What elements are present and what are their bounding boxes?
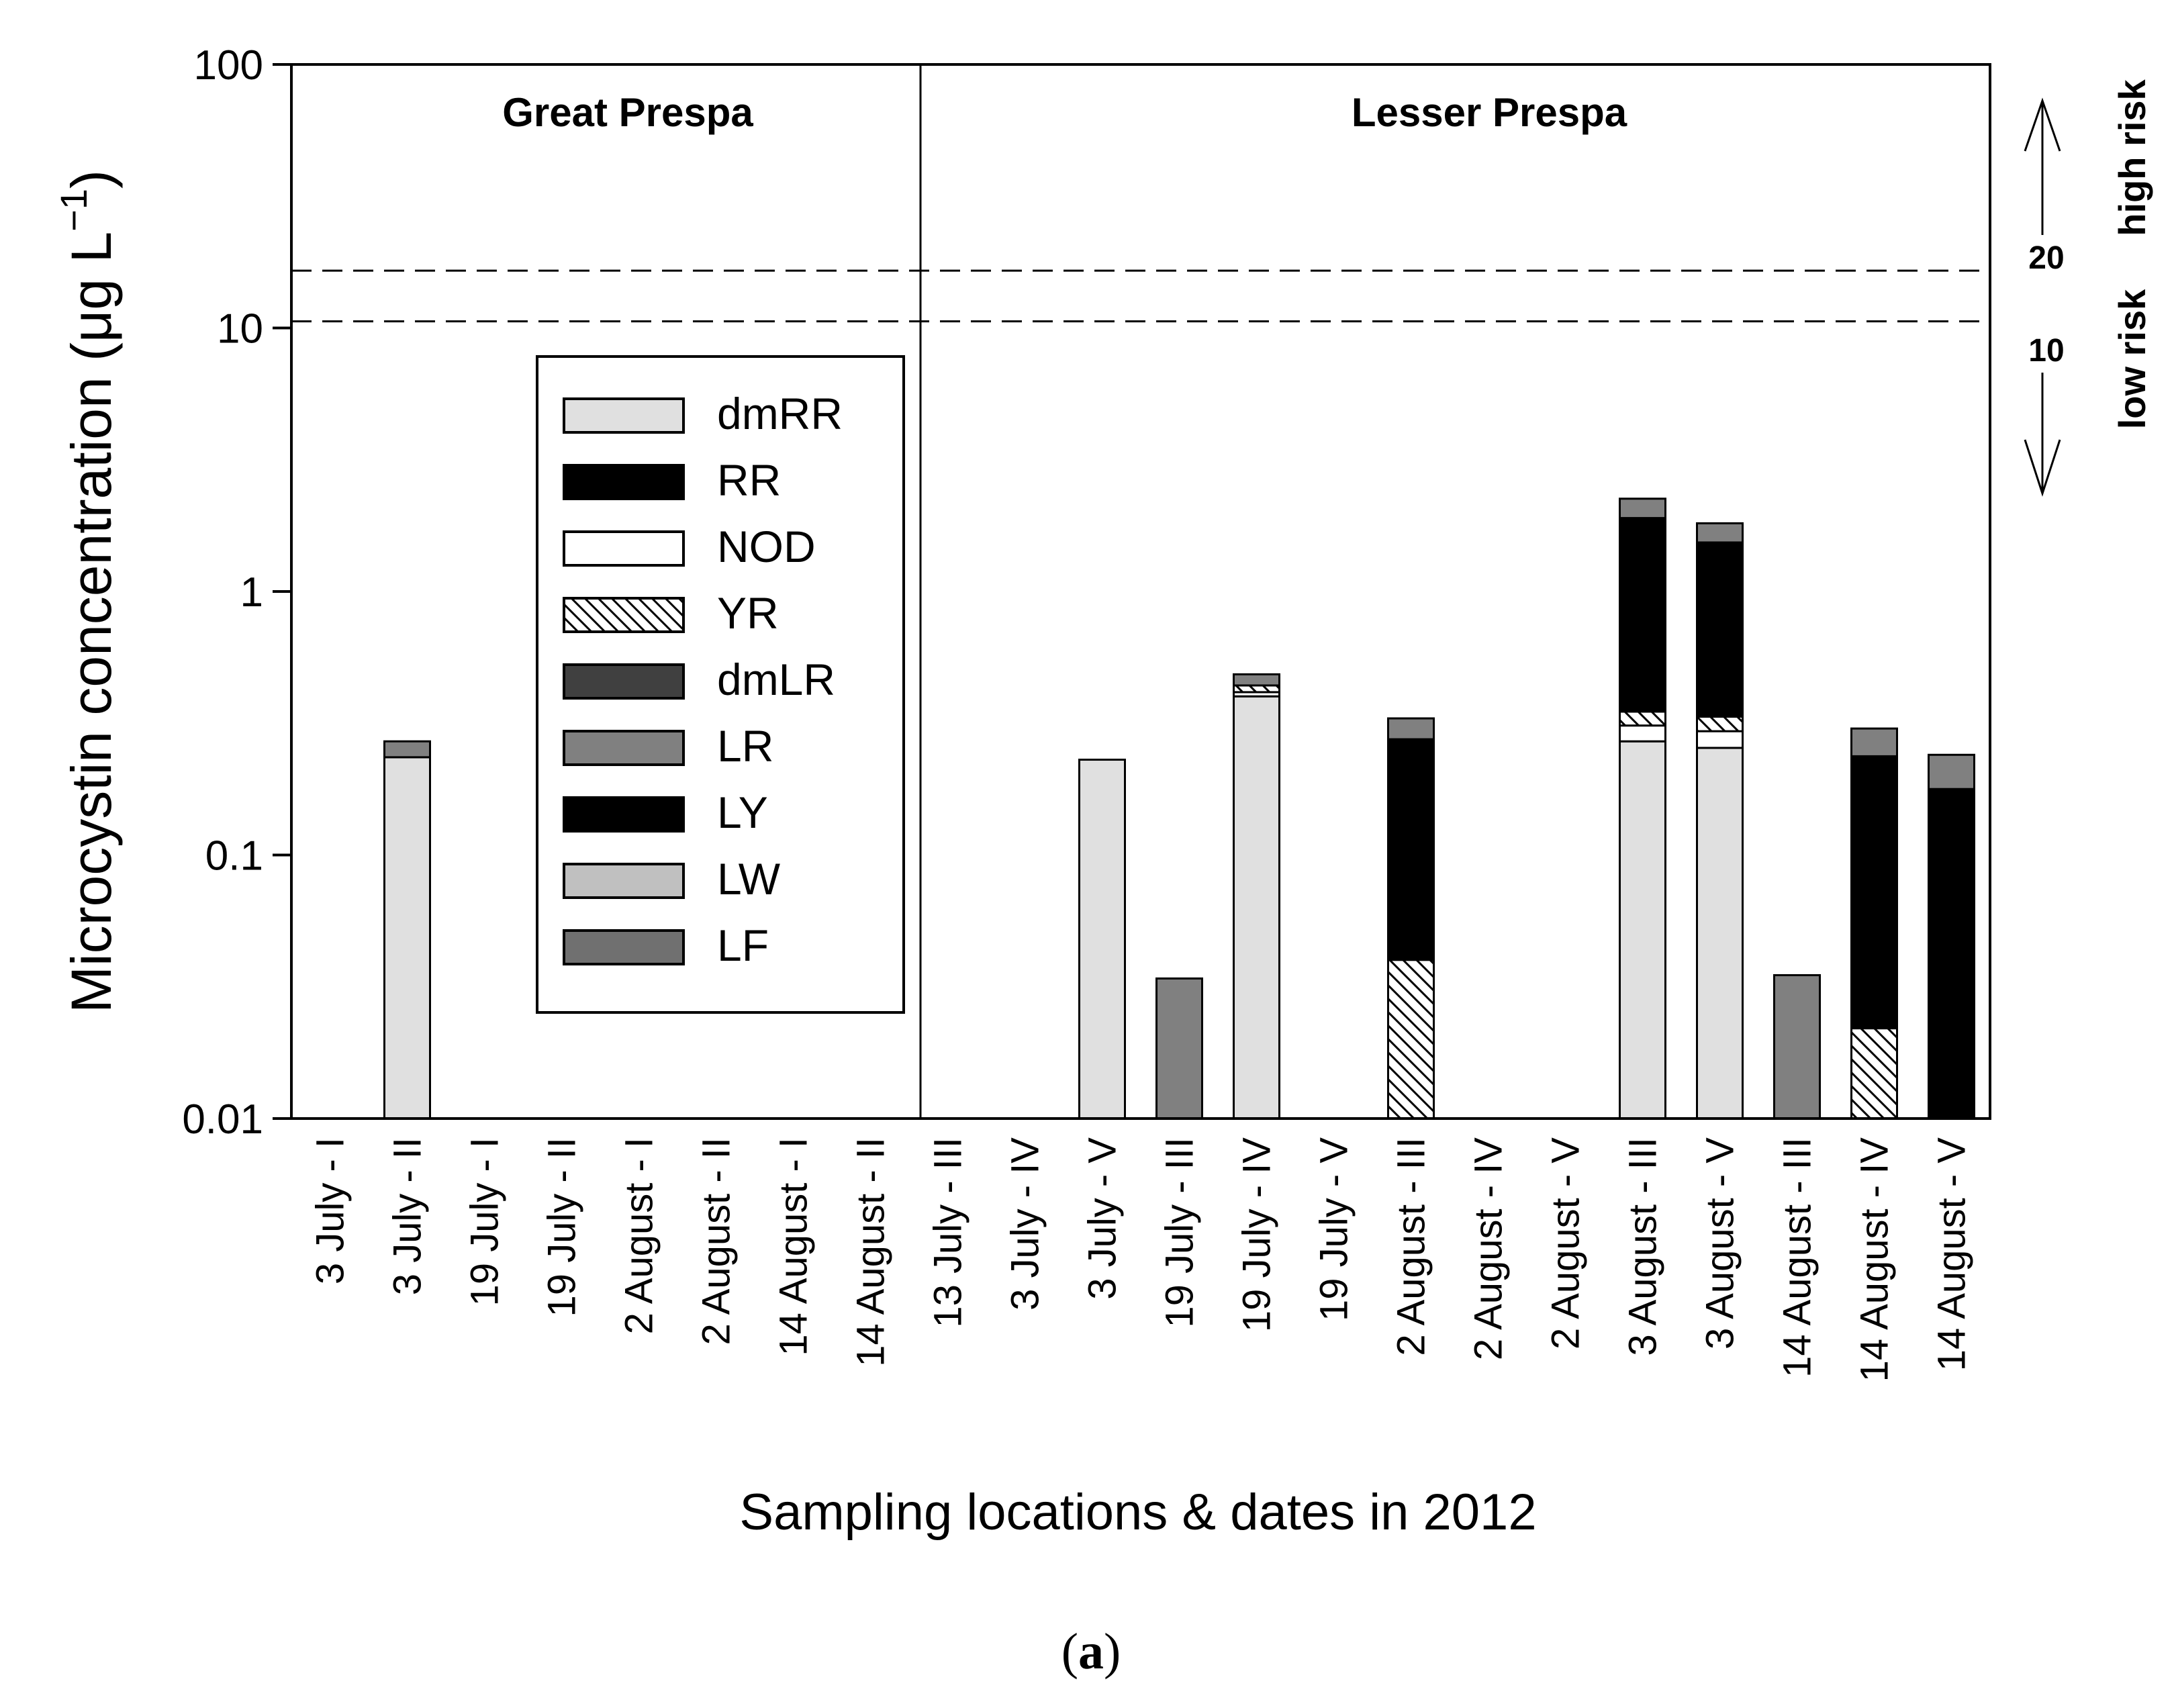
x-tick-label: 19 July - III [1158, 1137, 1202, 1328]
bar-segment-LR [383, 740, 431, 759]
legend-label-RR: RR [717, 455, 781, 505]
x-tick-label: 2 August - III [1390, 1137, 1433, 1356]
x-tick-label: 14 August - II [849, 1137, 893, 1367]
legend-label-LR: LR [717, 721, 773, 771]
x-tick-label: 2 August - II [695, 1137, 739, 1345]
y-axis-title-close: ) [60, 170, 123, 189]
bars-group [383, 497, 1975, 1120]
bar-segment-dmRR [383, 756, 431, 1120]
x-axis: 3 July - I 3 July - II 19 July - I 19 July … [309, 1137, 1974, 1382]
high-risk-arrow-icon [2024, 97, 2061, 152]
legend-swatch-YR [563, 597, 685, 633]
legend-label-dmLR: dmLR [717, 655, 835, 704]
bar-segment-dmRR [1078, 759, 1126, 1120]
bar-segment-LR [1387, 717, 1435, 741]
panel-label-close: ) [1104, 1623, 1121, 1680]
low-risk-arrow-icon [2024, 439, 2061, 497]
y-tick-label: 1 [240, 569, 263, 616]
bar-segment-LY [1850, 755, 1898, 1030]
high-risk-label: high risk [2111, 79, 2153, 236]
bar-segment-dmRR [1233, 695, 1280, 1120]
x-axis-title: Sampling locations & dates in 2012 [739, 1484, 1536, 1541]
legend: dmRR RR NOD YR dmLR LR LY LW LF [536, 355, 905, 1014]
x-tick-label: 3 July - II [386, 1137, 430, 1295]
bar-segment-LY [1619, 517, 1666, 713]
bar-segment-dmRR [1696, 747, 1744, 1120]
x-tick-label: 14 August - I [772, 1137, 816, 1356]
bar-segment-LR [1619, 497, 1666, 520]
legend-label-dmRR: dmRR [717, 389, 843, 438]
x-tick-label: 19 July - IV [1235, 1137, 1279, 1332]
x-tick-label: 2 August - I [618, 1137, 661, 1334]
legend-label-LW: LW [717, 854, 781, 904]
legend-swatch-RR [563, 464, 685, 500]
legend-swatch-LW [563, 863, 685, 899]
y-tick-label: 10 [217, 306, 263, 352]
panel-label: (a) [1061, 1623, 1121, 1680]
legend-swatch-NOD [563, 530, 685, 567]
threshold-label-10: 10 [2028, 333, 2064, 369]
risk-annotation: 20 10 high risk low risk [2024, 79, 2153, 497]
threshold-lines [291, 269, 1990, 323]
x-tick-label: 2 August - IV [1467, 1137, 1511, 1360]
x-tick-label: 3 August - V [1699, 1137, 1742, 1349]
x-tick-label: 2 August - V [1544, 1137, 1588, 1349]
bar-segment-LR [1233, 673, 1280, 687]
threshold-label-20: 20 [2028, 240, 2064, 276]
y-axis-title-main: Microcystin concentration (μg L [60, 232, 123, 1013]
x-tick-label: 3 August - III [1621, 1137, 1665, 1356]
low-risk-label: low risk [2111, 289, 2153, 429]
bar-segment-YR [1619, 710, 1666, 727]
bar-segment-NOD [1619, 724, 1666, 743]
bar-segment-YR [1696, 715, 1744, 732]
x-tick-label: 3 July - I [309, 1137, 352, 1284]
legend-label-NOD: NOD [717, 522, 816, 571]
bar-segment-LY [1696, 541, 1744, 718]
x-tick-label: 3 July - IV [1004, 1137, 1047, 1311]
legend-label-LF: LF [717, 920, 769, 970]
legend-items: dmRR RR NOD YR dmLR LR LY LW LF [563, 389, 843, 970]
panel-label-letter: a [1078, 1623, 1104, 1680]
x-tick-label: 14 August - IV [1853, 1137, 1897, 1382]
legend-label-LY: LY [717, 788, 768, 837]
y-axis-title-exponent: −1 [52, 189, 95, 232]
y-tick-label: 0.01 [182, 1096, 263, 1143]
x-tick-label: 19 July - II [540, 1137, 584, 1317]
legend-swatch-dmLR [563, 663, 685, 700]
bar-segment-LR [1696, 522, 1744, 544]
bar-segment-YR [1387, 959, 1435, 1120]
x-tick-label: 19 July - I [463, 1137, 507, 1306]
bar-segment-LR [1928, 753, 1975, 790]
region-label-great-prespa: Great Prespa [502, 90, 753, 135]
bar-segment-YR [1850, 1027, 1898, 1120]
x-tick-label: 19 July - V [1313, 1137, 1356, 1321]
legend-swatch-LR [563, 730, 685, 766]
x-tick-label: 13 July - III [927, 1137, 970, 1328]
legend-swatch-LF [563, 929, 685, 965]
x-tick-label: 14 August - V [1930, 1137, 1974, 1372]
bar-segment-LR [1155, 977, 1203, 1120]
bar-segment-NOD [1696, 730, 1744, 749]
y-tick-label: 100 [194, 42, 263, 89]
legend-label-YR: YR [717, 588, 779, 638]
panel-label-open: ( [1061, 1623, 1078, 1680]
bar-segment-LR [1773, 974, 1821, 1120]
bar-segment-LY [1387, 738, 1435, 961]
bar-segment-LR [1850, 727, 1898, 757]
x-tick-label: 3 July - V [1081, 1137, 1125, 1300]
x-tick-label: 14 August - III [1776, 1137, 1819, 1378]
region-label-lesser-prespa: Lesser Prespa [1352, 90, 1627, 135]
y-axis: 0.01 0.1 1 10 100 [182, 42, 291, 1143]
y-tick-label: 0.1 [205, 833, 263, 880]
y-axis-title: Microcystin concentration (μg L−1) [52, 170, 123, 1013]
legend-swatch-dmRR [563, 397, 685, 434]
legend-swatch-LY [563, 796, 685, 833]
bar-segment-LY [1928, 788, 1975, 1120]
bar-segment-dmRR [1619, 740, 1666, 1120]
